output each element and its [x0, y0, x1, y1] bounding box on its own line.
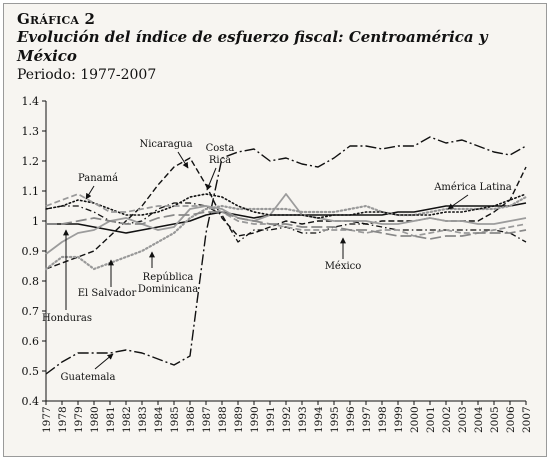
annotation-label-rica: Rica — [209, 155, 231, 166]
annotation-label-costa: Costa — [206, 143, 235, 154]
x-tick-label: 1987 — [201, 406, 213, 433]
annotation-arrow — [177, 151, 189, 169]
series-line-mexico — [46, 211, 527, 240]
annotation-label-guatemala: Guatemala — [61, 372, 116, 383]
y-tick-label: 0.5 — [22, 365, 40, 378]
x-tick-label: 2007 — [521, 406, 533, 433]
x-tick-label: 2000 — [409, 406, 421, 433]
annotation-label-el-salvador: El Salvador — [78, 288, 137, 299]
y-tick-label: 1.3 — [22, 125, 40, 138]
x-tick-label: 1983 — [137, 406, 149, 433]
chart-axes: 0.4 0.5 0.6 0.7 0.8 0.9 1 1.1 1.2 1.3 1.4 1977 1978 1… — [22, 95, 534, 433]
series-line-honduras — [45, 193, 527, 219]
x-tick-label: 1978 — [57, 406, 69, 433]
x-tick-label: 1984 — [153, 406, 165, 433]
figure-header: Gráfica 2 Evolución del índice de esfuer… — [17, 10, 552, 84]
x-tick-label: 1980 — [89, 406, 101, 433]
annotation-arrow — [206, 167, 217, 191]
x-tick-label: 1990 — [249, 406, 261, 433]
y-tick-label: 0.9 — [22, 245, 40, 258]
x-tick-label: 1995 — [329, 406, 341, 433]
x-tick-label: 1988 — [217, 406, 229, 433]
x-tick-label: 1977 — [41, 406, 53, 433]
x-tick-label: 2006 — [505, 406, 517, 433]
annotation-label-nicaragua: Nicaragua — [139, 139, 192, 150]
x-tick-label: 1982 — [121, 406, 133, 433]
annotation-label-republica: República — [143, 272, 194, 283]
figure-title: Evolución del índice de esfuerzo fiscal:… — [17, 28, 488, 65]
x-tick-label: 2003 — [457, 406, 469, 433]
series-line-el-salvador — [44, 195, 528, 271]
annotation-label-panama: Panamá — [78, 173, 118, 184]
y-tick-label: 1.1 — [22, 185, 40, 198]
y-tick-label: 0.7 — [22, 305, 40, 318]
x-tick-label: 1979 — [73, 406, 85, 433]
y-tick-label: 0.8 — [22, 275, 40, 288]
series-line-panama — [45, 193, 527, 255]
x-tick-label: 1998 — [377, 406, 389, 433]
x-tick-label: 1996 — [345, 406, 357, 433]
x-tick-label: 2001 — [425, 406, 437, 433]
series-line-guatemala — [45, 136, 527, 375]
x-tick-label: 2004 — [473, 406, 485, 433]
annotation-label-dominicana: Dominicana — [138, 284, 198, 295]
x-tick-label: 1994 — [313, 406, 325, 433]
y-tick-label: 1 — [32, 215, 39, 228]
annotation-arrow — [447, 194, 469, 210]
y-tick-label: 0.6 — [22, 335, 40, 348]
x-tick-label: 1981 — [105, 406, 117, 433]
figure-subtitle: Periodo: 1977-2007 — [17, 67, 157, 83]
x-tick-label: 1992 — [281, 406, 293, 433]
x-tick-label: 2005 — [489, 406, 501, 433]
annotation-arrow — [85, 185, 95, 200]
y-tick-label: 1.4 — [22, 95, 40, 108]
x-tick-label: 1986 — [185, 406, 197, 433]
y-tick-label: 1.2 — [22, 155, 40, 168]
y-tick-label: 0.4 — [22, 395, 40, 408]
annotation-label-america-latina: América Latina — [433, 182, 512, 193]
x-tick-label: 1997 — [361, 406, 373, 433]
x-tick-label: 1999 — [393, 406, 405, 433]
chart-series — [44, 136, 528, 375]
x-tick-label: 1989 — [233, 406, 245, 433]
annotation-label-honduras: Honduras — [42, 313, 92, 324]
series-line-republica-dominicana — [45, 193, 527, 237]
x-tick-label: 1985 — [169, 406, 181, 433]
x-tick-label: 2002 — [441, 406, 453, 433]
x-tick-label: 1993 — [297, 406, 309, 433]
annotation-arrow — [94, 353, 114, 370]
x-tick-label: 1991 — [265, 406, 277, 433]
figure-label: Gráfica 2 — [17, 10, 96, 28]
annotation-label-mexico: México — [325, 261, 362, 272]
